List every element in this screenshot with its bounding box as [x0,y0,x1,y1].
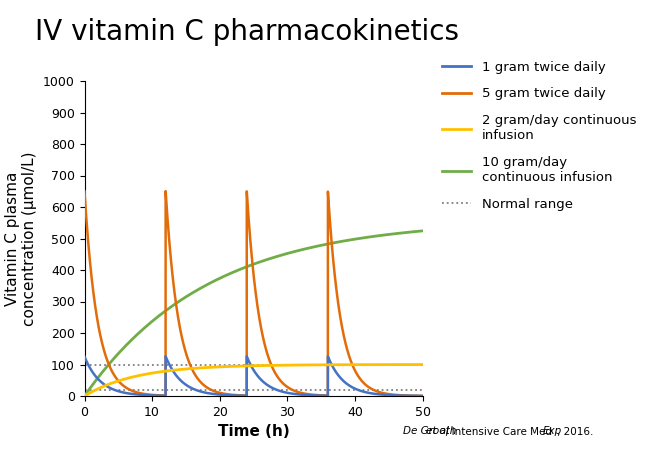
Text: , Intensive Care Med: , Intensive Care Med [445,427,556,436]
Text: Exp: Exp [543,427,562,436]
Text: De Grooth: De Grooth [403,427,460,436]
Text: IV vitamin C pharmacokinetics: IV vitamin C pharmacokinetics [35,18,459,46]
Text: , 2016.: , 2016. [557,427,593,436]
Legend: 1 gram twice daily, 5 gram twice daily, 2 gram/day continuous
infusion, 10 gram/: 1 gram twice daily, 5 gram twice daily, … [442,61,636,211]
X-axis label: Time (h): Time (h) [218,424,289,439]
Text: et al: et al [426,427,448,436]
Y-axis label: Vitamin C plasma
concentration (μmol/L): Vitamin C plasma concentration (μmol/L) [5,151,37,326]
